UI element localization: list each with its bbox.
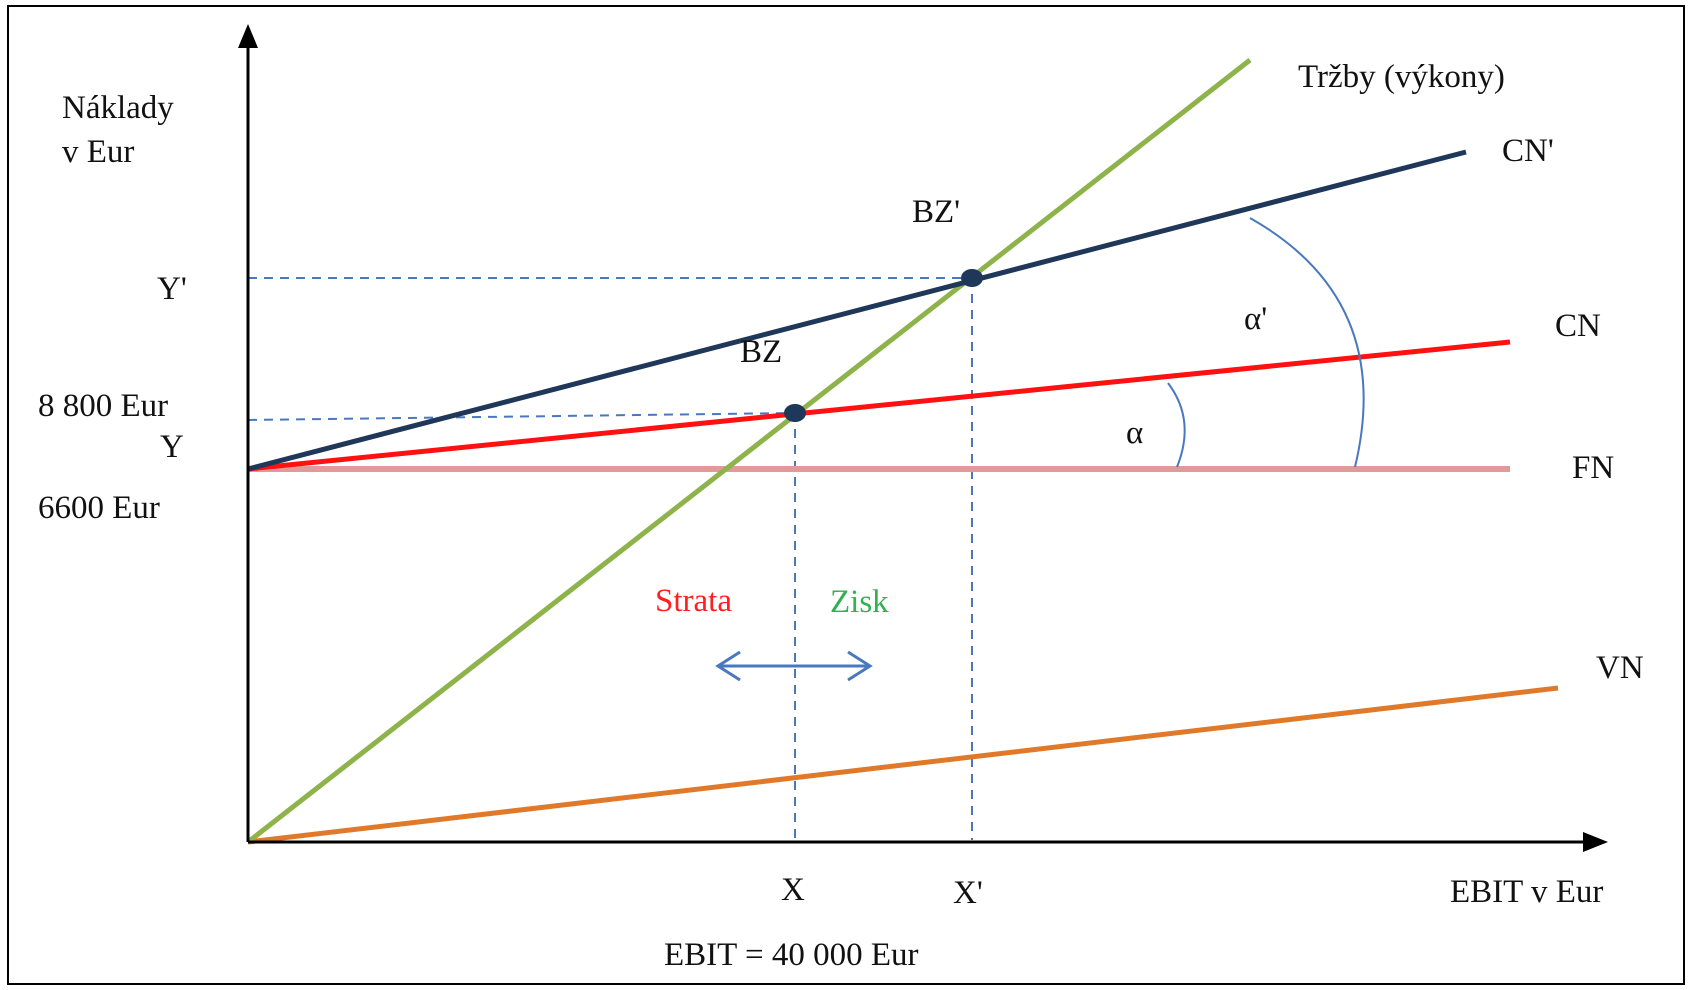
y-tick-6600: 6600 Eur (38, 490, 160, 526)
bz-prime-point (961, 269, 983, 287)
y-tick-8800: 8 800 Eur (38, 388, 168, 424)
fn-label: FN (1572, 450, 1614, 486)
bz-label: BZ (740, 334, 782, 370)
y-axis-arrow-icon (238, 24, 258, 48)
x-tick-x-prime: X' (953, 875, 983, 911)
ebit-footer: EBIT = 40 000 Eur (664, 937, 918, 973)
vn-line (247, 685, 1559, 845)
guide-lines (247, 277, 973, 840)
y-axis-label-line1: Náklady (62, 90, 174, 126)
guide-y (247, 412, 796, 421)
alpha-prime-label: α' (1244, 301, 1267, 337)
alpha-label: α (1126, 415, 1143, 451)
cn-label: CN (1555, 308, 1601, 344)
y-tick-y: Y (160, 429, 184, 465)
x-axis-label: EBIT v Eur (1450, 874, 1603, 910)
x-tick-x: X (781, 872, 805, 908)
strata-label: Strata (655, 583, 732, 619)
diagram-frame (7, 5, 1685, 985)
axes (238, 24, 1608, 852)
x-axis-arrow-icon (1583, 832, 1608, 852)
cn-line (247, 339, 1511, 472)
y-tick-y-prime: Y' (157, 271, 187, 307)
vn-label: VN (1596, 650, 1644, 686)
double-arrow-icon (715, 650, 873, 682)
cn-prime-label: CN' (1502, 133, 1554, 169)
bz-point (784, 404, 806, 422)
trzby-label: Tržby (výkony) (1298, 59, 1505, 95)
bz-prime-label: BZ' (912, 194, 960, 230)
alpha-prime-arc (1249, 217, 1365, 468)
alpha-arc (1167, 382, 1186, 468)
cn-prime-line (247, 149, 1467, 472)
y-axis-label-line2: v Eur (62, 134, 134, 170)
zisk-label: Zisk (830, 584, 889, 620)
trzby-line (246, 58, 1252, 844)
